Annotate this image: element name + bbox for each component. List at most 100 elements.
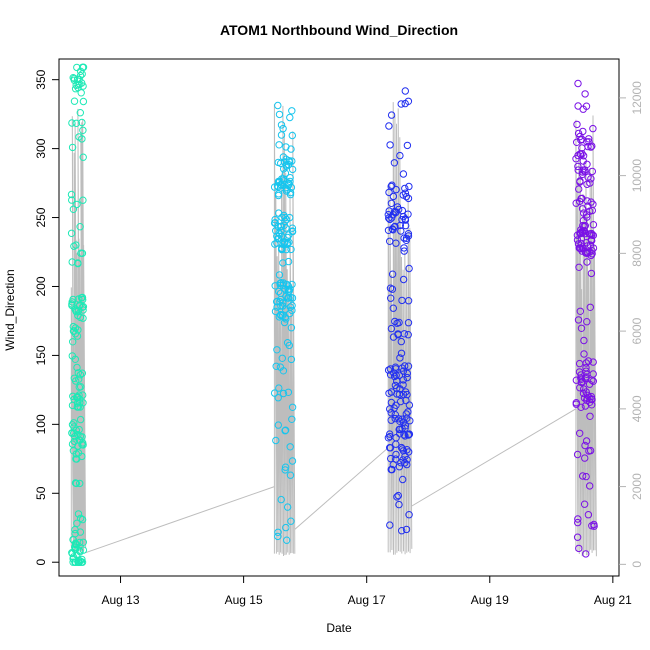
data-point <box>286 303 294 311</box>
data-point <box>386 284 395 292</box>
data-point <box>575 244 583 252</box>
data-point <box>399 170 408 178</box>
data-point <box>573 120 581 129</box>
data-point <box>583 318 591 326</box>
data-point <box>288 301 296 310</box>
data-point <box>385 188 393 197</box>
data-point <box>404 97 413 106</box>
data-point <box>75 133 83 141</box>
data-point <box>274 528 282 536</box>
data-point <box>577 324 586 332</box>
data-point <box>583 258 591 266</box>
data-point <box>586 482 594 490</box>
secondary-y-axis: 0 2000 4000 6000 8000 10000 12000 <box>619 81 644 568</box>
data-point <box>580 385 588 393</box>
data-point <box>283 536 291 544</box>
data-point <box>576 384 584 392</box>
data-point <box>73 363 81 372</box>
data-point <box>395 463 404 471</box>
data-point <box>589 358 597 366</box>
data-point <box>288 415 296 423</box>
data-point <box>281 466 289 474</box>
data-point <box>271 307 280 316</box>
data-point <box>287 245 295 254</box>
data-point <box>402 396 410 405</box>
data-point <box>579 157 587 165</box>
data-point <box>79 153 87 161</box>
data-point <box>74 81 82 89</box>
x-axis-label: Date <box>326 621 352 635</box>
data-point <box>392 185 400 194</box>
data-point <box>288 457 297 465</box>
data-point <box>393 384 401 392</box>
data-point <box>390 372 399 381</box>
data-point <box>584 202 592 210</box>
data-point <box>275 271 284 279</box>
data-point <box>283 233 292 242</box>
data-point <box>403 456 411 464</box>
data-point <box>288 294 297 302</box>
data-point <box>396 354 404 362</box>
data-point <box>581 90 589 98</box>
data-point <box>578 170 587 179</box>
data-point <box>404 230 413 238</box>
data-point <box>589 221 598 229</box>
data-point <box>70 419 78 427</box>
data-point <box>581 454 589 462</box>
data-point <box>77 294 86 302</box>
data-point <box>401 189 410 197</box>
data-point <box>70 74 79 83</box>
data-point <box>401 432 409 440</box>
data-point <box>72 119 81 128</box>
data-point <box>72 308 81 316</box>
data-point <box>281 426 290 434</box>
data-point <box>68 421 77 429</box>
data-point <box>287 355 296 364</box>
data-point <box>386 371 395 379</box>
data-point <box>78 558 87 566</box>
data-point <box>288 227 297 235</box>
data-point <box>582 211 591 219</box>
data-point <box>285 238 293 246</box>
data-point <box>271 240 279 248</box>
data-point <box>577 226 585 234</box>
data-point <box>71 529 79 538</box>
y-tick-label: 100 <box>34 414 48 434</box>
data-point <box>281 217 289 226</box>
altitude-trace-connector <box>294 447 389 530</box>
data-point <box>282 155 290 163</box>
data-point <box>277 495 285 504</box>
data-point <box>273 346 281 354</box>
data-point <box>396 397 405 406</box>
data-point <box>586 446 595 455</box>
data-point <box>270 389 279 397</box>
data-point <box>385 389 393 397</box>
data-point <box>274 532 282 541</box>
data-point <box>386 430 394 438</box>
data-point <box>275 209 283 217</box>
data-point <box>74 83 82 92</box>
data-point <box>588 167 596 176</box>
data-point <box>580 336 588 345</box>
data-point <box>387 294 395 302</box>
data-point <box>399 447 408 455</box>
data-point <box>277 159 285 168</box>
data-point <box>402 192 411 201</box>
data-point <box>405 511 413 519</box>
data-point <box>277 222 286 231</box>
data-point <box>79 306 87 314</box>
data-point <box>281 463 290 471</box>
data-point <box>579 472 587 480</box>
data-point <box>396 417 404 425</box>
data-point <box>273 182 282 190</box>
data-point <box>387 465 395 474</box>
data-point <box>576 229 584 238</box>
data-point <box>582 550 590 558</box>
data-point <box>394 491 402 500</box>
data-point <box>75 547 84 555</box>
data-point <box>586 230 594 238</box>
data-point <box>69 322 78 331</box>
data-point <box>392 450 400 459</box>
data-point <box>74 556 83 564</box>
data-point <box>578 144 586 152</box>
